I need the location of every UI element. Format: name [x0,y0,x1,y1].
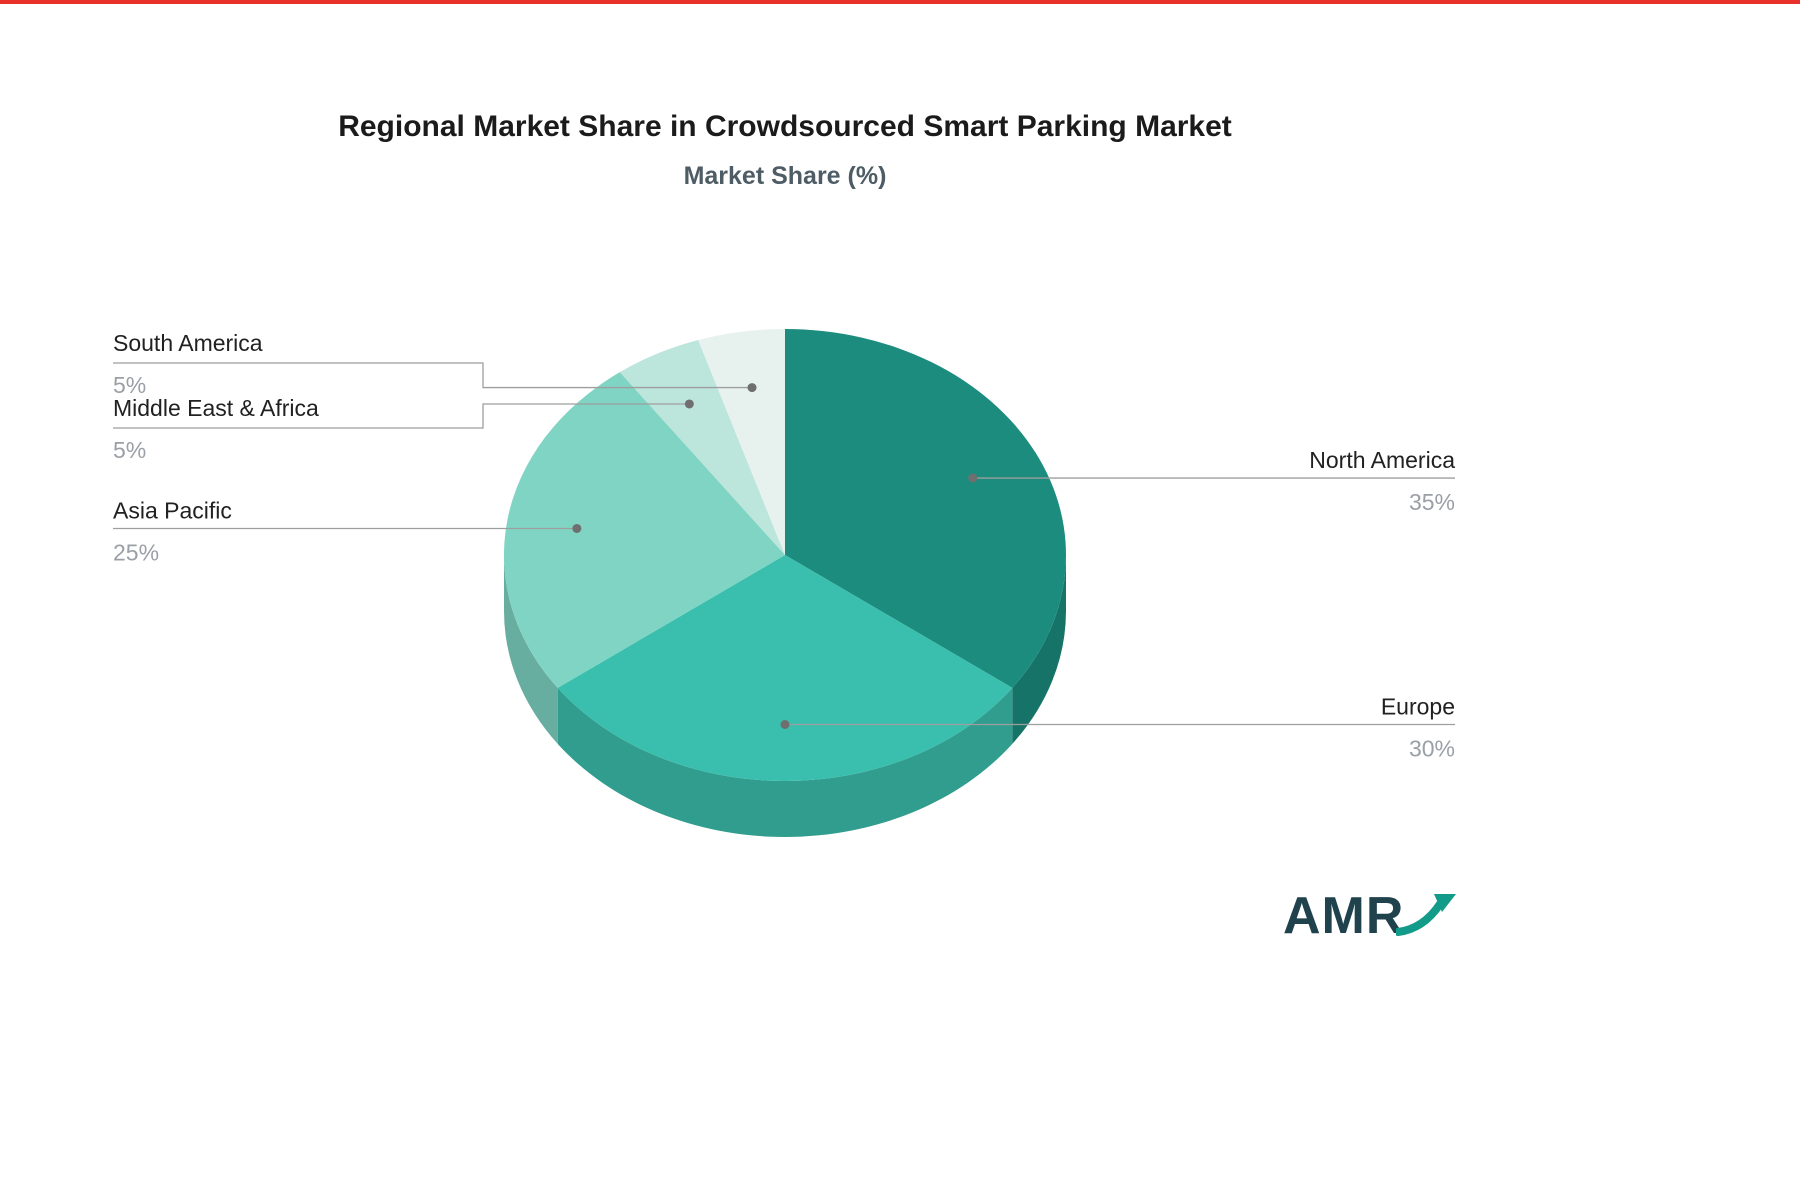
amr-logo-arrow-icon [1396,894,1457,936]
pie-slice-north-america [785,329,1066,688]
callout-value-north-america: 35% [1409,489,1455,515]
callout-label-north-america: North America [1309,447,1455,473]
pie-side-asia-pacific [504,555,558,744]
pie-side-north-america [1012,555,1066,744]
leader-dot-north-america [968,473,978,483]
pie-slice-asia-pacific [504,372,785,688]
leader-dot-europe [780,720,790,729]
callout-label-europe: Europe [1381,694,1455,720]
callout-value-asia-pacific: 25% [113,539,159,565]
leader-dot-asia-pacific [572,523,582,533]
callout-label-asia-pacific: Asia Pacific [113,497,232,523]
callout-value-middle-east-africa: 5% [113,437,146,463]
pie-slice-south-america [698,329,785,555]
top-red-line [0,0,1800,4]
pie-slice-middle-east-africa [619,340,785,555]
chart-title: Regional Market Share in Crowdsourced Sm… [338,110,1232,143]
leader-line-south-america [113,362,753,389]
leader-line-middle-east-africa [113,403,690,429]
chart-subtitle: Market Share (%) [683,162,887,190]
pie-side-europe [557,687,1013,838]
amr-logo: AMR [1283,890,1458,942]
callout-label-middle-east-africa: Middle East & Africa [113,395,319,421]
leader-dot-south-america [747,383,757,393]
leader-dot-middle-east-africa [684,399,694,409]
callout-value-europe: 30% [1409,736,1455,762]
callout-label-south-america: South America [113,330,263,356]
callout-value-south-america: 5% [113,372,146,398]
amr-logo-text: AMR [1283,887,1405,945]
